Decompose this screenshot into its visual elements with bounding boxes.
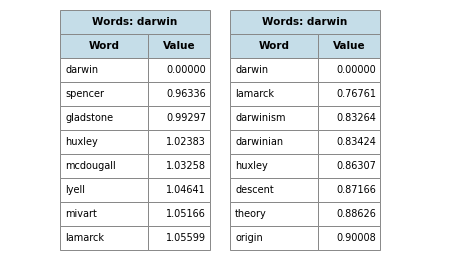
Text: 1.05599: 1.05599 [166, 233, 206, 243]
Text: lyell: lyell [65, 185, 85, 195]
Text: huxley: huxley [235, 161, 268, 171]
Bar [148, 154, 210, 178]
Bar [230, 106, 318, 130]
Bar [148, 82, 210, 106]
Text: Word: Word [259, 41, 289, 51]
Bar [148, 34, 210, 58]
Text: mcdougall: mcdougall [65, 161, 116, 171]
Bar [60, 10, 210, 34]
Bar [60, 106, 148, 130]
Bar [148, 178, 210, 202]
Bar [318, 106, 380, 130]
Text: Words: darwin: Words: darwin [92, 17, 178, 27]
Bar [318, 178, 380, 202]
Bar [230, 34, 318, 58]
Text: 1.05166: 1.05166 [166, 209, 206, 219]
Text: 0.83424: 0.83424 [336, 137, 376, 147]
Bar [230, 202, 318, 226]
Text: mivart: mivart [65, 209, 97, 219]
Text: 0.00000: 0.00000 [166, 65, 206, 75]
Text: lamarck: lamarck [235, 89, 274, 99]
Text: darwinism: darwinism [235, 113, 285, 123]
Bar [148, 58, 210, 82]
Text: Words: darwin: Words: darwin [262, 17, 347, 27]
Text: 0.76761: 0.76761 [336, 89, 376, 99]
Text: descent: descent [235, 185, 274, 195]
Bar [230, 82, 318, 106]
Bar [230, 130, 318, 154]
Text: origin: origin [235, 233, 263, 243]
Text: 1.02383: 1.02383 [166, 137, 206, 147]
Bar [318, 154, 380, 178]
Bar [60, 82, 148, 106]
Text: huxley: huxley [65, 137, 98, 147]
Bar [60, 154, 148, 178]
Text: lamarck: lamarck [65, 233, 104, 243]
Text: 1.04641: 1.04641 [166, 185, 206, 195]
Text: Value: Value [163, 41, 195, 51]
Bar [60, 202, 148, 226]
Text: Word: Word [88, 41, 120, 51]
Text: 1.03258: 1.03258 [166, 161, 206, 171]
Text: 0.83264: 0.83264 [336, 113, 376, 123]
Bar [60, 226, 148, 250]
Bar [318, 58, 380, 82]
Text: 0.96336: 0.96336 [166, 89, 206, 99]
Text: gladstone: gladstone [65, 113, 113, 123]
Text: 0.99297: 0.99297 [166, 113, 206, 123]
Bar [60, 34, 148, 58]
Text: theory: theory [235, 209, 267, 219]
Bar [230, 226, 318, 250]
Bar [60, 130, 148, 154]
Bar [318, 34, 380, 58]
Text: 0.87166: 0.87166 [336, 185, 376, 195]
Text: 0.00000: 0.00000 [336, 65, 376, 75]
Bar [230, 10, 380, 34]
Bar [148, 106, 210, 130]
Text: darwin: darwin [65, 65, 98, 75]
Bar [230, 58, 318, 82]
Bar [318, 226, 380, 250]
Bar [60, 178, 148, 202]
Text: Value: Value [333, 41, 365, 51]
Text: 0.90008: 0.90008 [336, 233, 376, 243]
Bar [60, 58, 148, 82]
Bar [148, 202, 210, 226]
Text: 0.86307: 0.86307 [336, 161, 376, 171]
Bar [148, 130, 210, 154]
Text: spencer: spencer [65, 89, 104, 99]
Text: darwinian: darwinian [235, 137, 283, 147]
Bar [318, 130, 380, 154]
Text: 0.88626: 0.88626 [336, 209, 376, 219]
Bar [318, 202, 380, 226]
Bar [230, 178, 318, 202]
Text: darwin: darwin [235, 65, 268, 75]
Bar [148, 226, 210, 250]
Bar [318, 82, 380, 106]
Bar [230, 154, 318, 178]
